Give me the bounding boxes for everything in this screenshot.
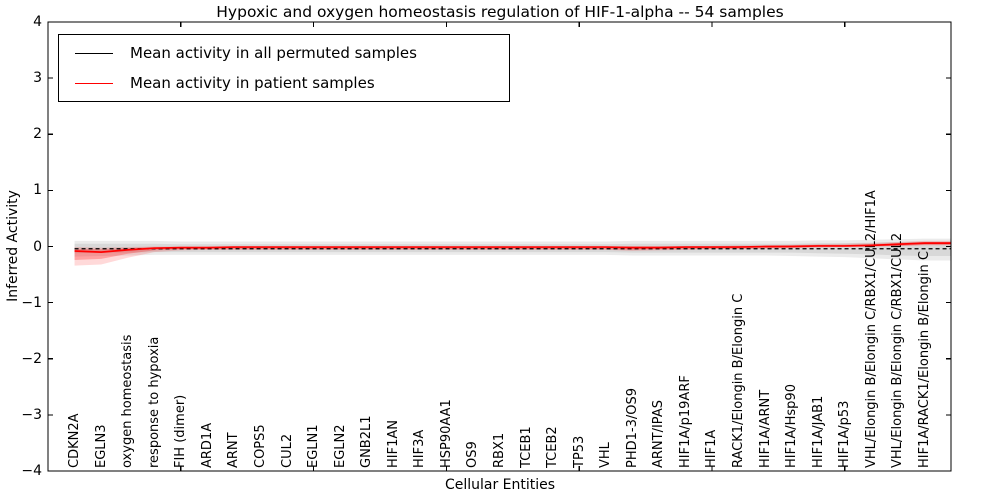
- x-category-label: COPS5: [252, 424, 268, 468]
- x-category-label: TP53: [571, 435, 587, 468]
- x-category-label: VHL: [598, 442, 614, 468]
- y-tick-label: 1: [33, 182, 42, 199]
- permuted-range-outer-band: [74, 238, 951, 261]
- patient-line-sample: [75, 82, 113, 84]
- legend-item-patient: Mean activity in patient samples: [59, 68, 509, 98]
- y-tick-label: 2: [33, 126, 42, 143]
- patient-range-inner-band: [74, 242, 951, 260]
- chart-title: Hypoxic and oxygen homeostasis regulatio…: [216, 3, 784, 21]
- x-category-label: response to hypoxia: [146, 336, 162, 468]
- x-category-label: HIF1A/p19ARF: [677, 375, 693, 468]
- x-category-label: EGLN3: [93, 424, 109, 468]
- x-category-label: CUL2: [279, 433, 295, 468]
- y-tick-label: −3: [21, 406, 42, 423]
- x-category-label: HSP90AA1: [438, 399, 454, 468]
- x-category-label: ARNT/IPAS: [651, 400, 667, 468]
- y-tick-label: −2: [21, 350, 42, 367]
- x-category-label: TCEB2: [545, 426, 561, 468]
- x-category-label: HIF1A/Hsp90: [784, 384, 800, 468]
- x-category-label: HIF1A: [704, 429, 720, 468]
- legend-label-permuted: Mean activity in all permuted samples: [130, 44, 417, 62]
- legend-box: Mean activity in all permuted samples Me…: [58, 34, 510, 102]
- x-category-label: OS9: [465, 441, 481, 468]
- x-category-label: HIF1A/ARNT: [757, 389, 773, 468]
- permuted-range-inner-band: [74, 241, 951, 257]
- patient-mean-line: [74, 242, 951, 253]
- y-tick-label: −4: [21, 463, 42, 479]
- x-category-label: VHL/Elongin B/Elongin C/RBX1/CUL2/HIF1A: [863, 190, 879, 468]
- x-category-label: EGLN2: [332, 424, 348, 468]
- x-category-label: VHL/Elongin B/Elongin C/RBX1/CUL2: [890, 232, 906, 468]
- x-category-label: EGLN1: [306, 424, 322, 468]
- permuted-line-sample: [75, 52, 113, 54]
- x-category-label: FIH (dimer): [173, 394, 189, 468]
- y-tick-label: −1: [21, 294, 42, 311]
- x-category-label: oxygen homeostasis: [120, 334, 136, 468]
- x-category-label: TCEB1: [518, 426, 534, 468]
- x-category-label: HIF3A: [412, 429, 428, 468]
- x-category-label: HIF1A/JAB1: [810, 395, 826, 468]
- y-tick-label: 4: [33, 14, 42, 30]
- x-category-label: RACK1/Elongin B/Elongin C: [731, 293, 747, 468]
- y-tick-label: 0: [33, 238, 42, 255]
- x-category-label: GNB2L1: [359, 415, 375, 468]
- x-category-label: CDKN2A: [67, 413, 83, 468]
- x-category-label: PHD1-3/OS9: [624, 388, 640, 468]
- patient-range-outer-band: [74, 240, 951, 266]
- x-category-label: HIF1A/RACK1/Elongin B/Elongin C: [916, 251, 932, 468]
- x-category-label: ARD1A: [199, 422, 215, 468]
- x-category-label: HIF1AN: [385, 420, 401, 468]
- legend-item-permuted: Mean activity in all permuted samples: [59, 38, 509, 68]
- legend-label-patient: Mean activity in patient samples: [130, 74, 375, 92]
- x-category-label: ARNT: [226, 432, 242, 468]
- y-tick-label: 3: [33, 70, 42, 87]
- x-axis-label: Cellular Entities: [444, 477, 556, 493]
- x-category-label: RBX1: [492, 432, 507, 468]
- x-category-label: HIF1A/p53: [837, 400, 853, 468]
